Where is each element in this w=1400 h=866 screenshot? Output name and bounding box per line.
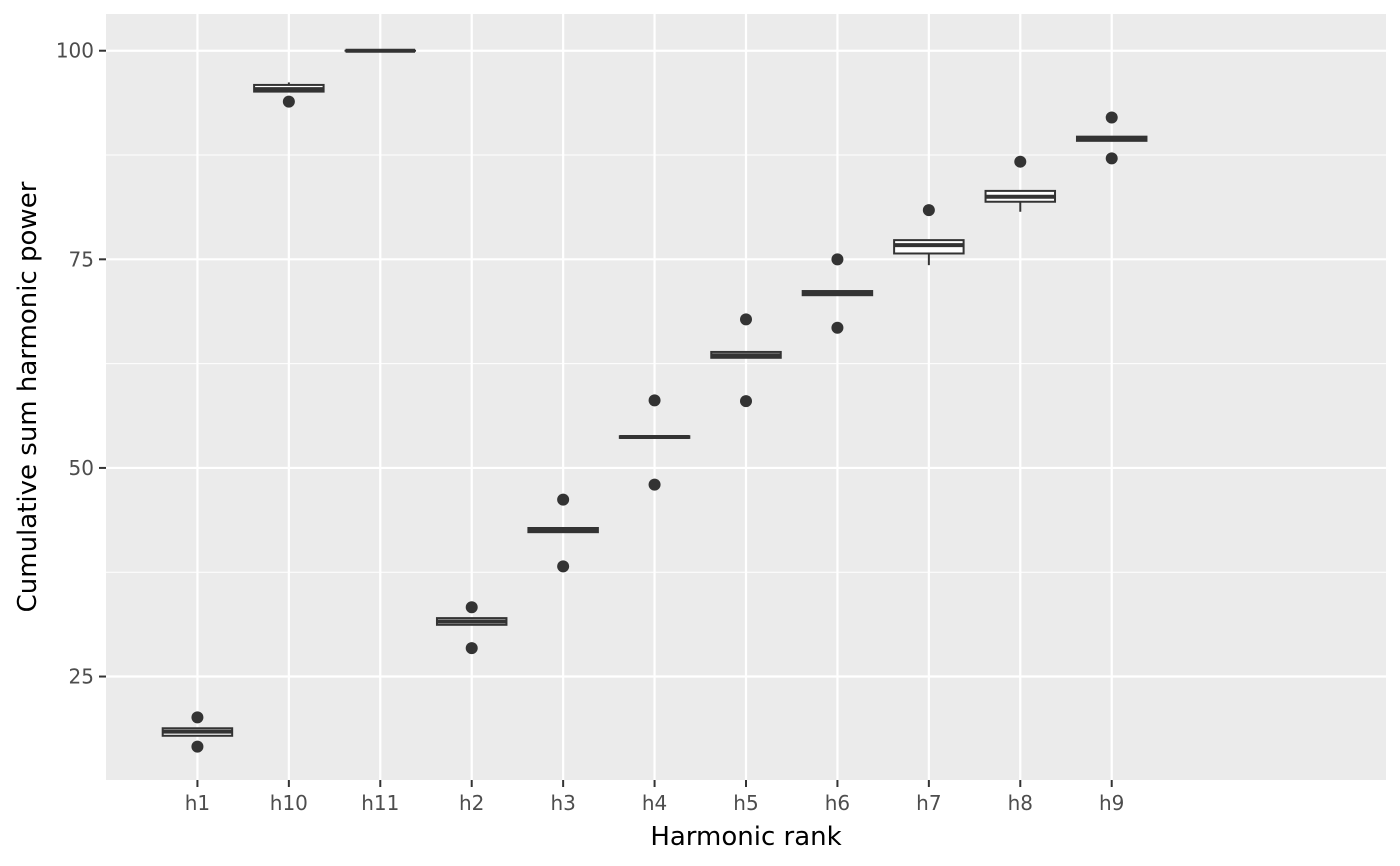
x-tick-label: h6: [825, 791, 850, 815]
boxplot-h3: [527, 527, 599, 534]
outlier-point: [557, 560, 570, 573]
x-tick-label: h9: [1099, 791, 1124, 815]
y-axis: 25 50 75 100: [56, 39, 106, 689]
boxplot-h8: [984, 189, 1057, 212]
boxplot-h9: [1075, 135, 1148, 142]
outlier-point: [922, 204, 935, 217]
x-tick-label: h5: [733, 791, 758, 815]
outlier-point: [191, 711, 204, 724]
outlier-point: [282, 95, 295, 108]
outlier-points: [191, 95, 1118, 753]
outlier-point: [1014, 155, 1027, 168]
boxplot-h7: [893, 239, 965, 266]
boxplot-h2: [435, 617, 508, 626]
x-tick-label: h2: [459, 791, 484, 815]
x-tick-label: h11: [361, 791, 399, 815]
y-tick-label: 25: [69, 665, 94, 689]
x-tick-label: h1: [185, 791, 210, 815]
boxplot-h10: [253, 82, 325, 93]
boxplot-h1: [161, 727, 234, 737]
x-tick-label: h10: [270, 791, 308, 815]
outlier-point: [831, 253, 844, 266]
x-axis-title: Harmonic rank: [650, 822, 841, 852]
outlier-point: [191, 740, 204, 753]
x-tick-label: h4: [642, 791, 667, 815]
outlier-point: [740, 313, 752, 326]
x-tick-label: h8: [1008, 791, 1033, 815]
y-tick-label: 75: [69, 247, 94, 271]
y-tick-label: 50: [69, 456, 94, 480]
outlier-point: [1105, 152, 1118, 165]
boxplot-h4: [618, 435, 691, 440]
boxplot-h5: [710, 350, 782, 359]
x-tick-label: h7: [916, 791, 941, 815]
outlier-point: [465, 601, 478, 614]
boxplot-h6: [801, 290, 874, 297]
outlier-point: [557, 493, 570, 506]
x-tick-label: h3: [550, 791, 575, 815]
outlier-point: [465, 642, 478, 655]
outlier-point: [1105, 111, 1118, 124]
outlier-point: [648, 394, 661, 407]
x-axis: h1 h10 h11 h2 h3 h4 h5 h6 h7 h8 h9: [185, 780, 1124, 815]
boxplots: [161, 48, 1148, 737]
y-tick-label: 100: [56, 39, 94, 63]
outlier-point: [648, 478, 661, 491]
y-axis-title: Cumulative sum harmonic power: [13, 181, 43, 612]
outlier-point: [831, 321, 844, 334]
outlier-point: [740, 395, 752, 408]
